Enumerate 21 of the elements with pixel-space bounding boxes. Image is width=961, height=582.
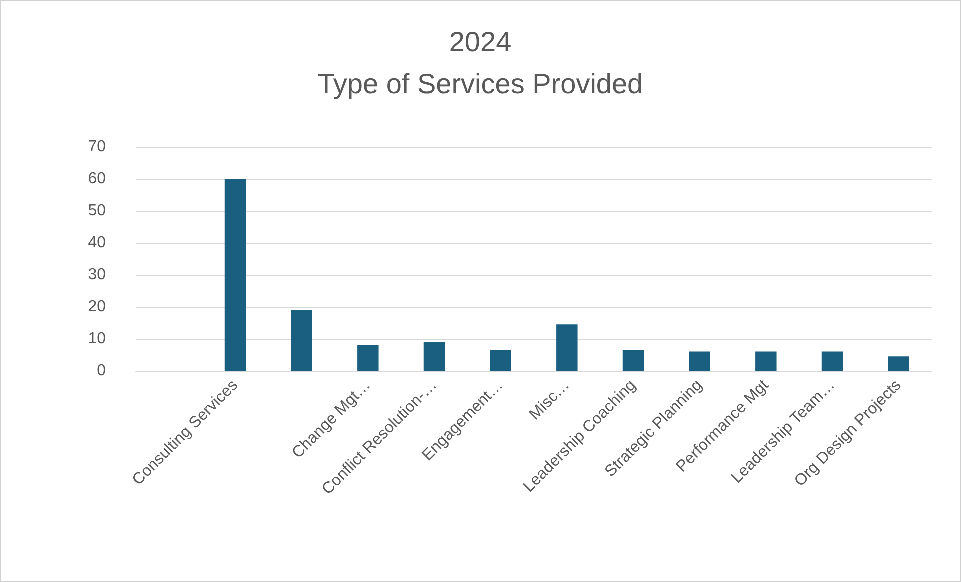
y-tick-label: 50	[88, 202, 106, 220]
bar	[490, 350, 512, 371]
chart-title: 2024	[449, 26, 512, 58]
bar	[822, 352, 844, 371]
y-tick-label: 20	[88, 298, 106, 316]
bar	[358, 345, 379, 371]
bar	[888, 356, 910, 371]
bar	[689, 352, 710, 371]
y-tick-label: 0	[97, 362, 106, 380]
bar	[622, 350, 644, 371]
y-tick-label: 60	[88, 170, 106, 188]
bar	[224, 179, 246, 371]
chart-subtitle: Type of Services Provided	[318, 68, 644, 100]
bar	[756, 352, 777, 371]
bar	[556, 324, 578, 371]
y-tick-label: 40	[88, 234, 106, 252]
bar	[291, 310, 312, 371]
bar	[424, 342, 446, 371]
y-tick-label: 10	[88, 330, 106, 348]
y-tick-label: 30	[88, 266, 106, 284]
y-tick-label: 70	[88, 138, 106, 156]
